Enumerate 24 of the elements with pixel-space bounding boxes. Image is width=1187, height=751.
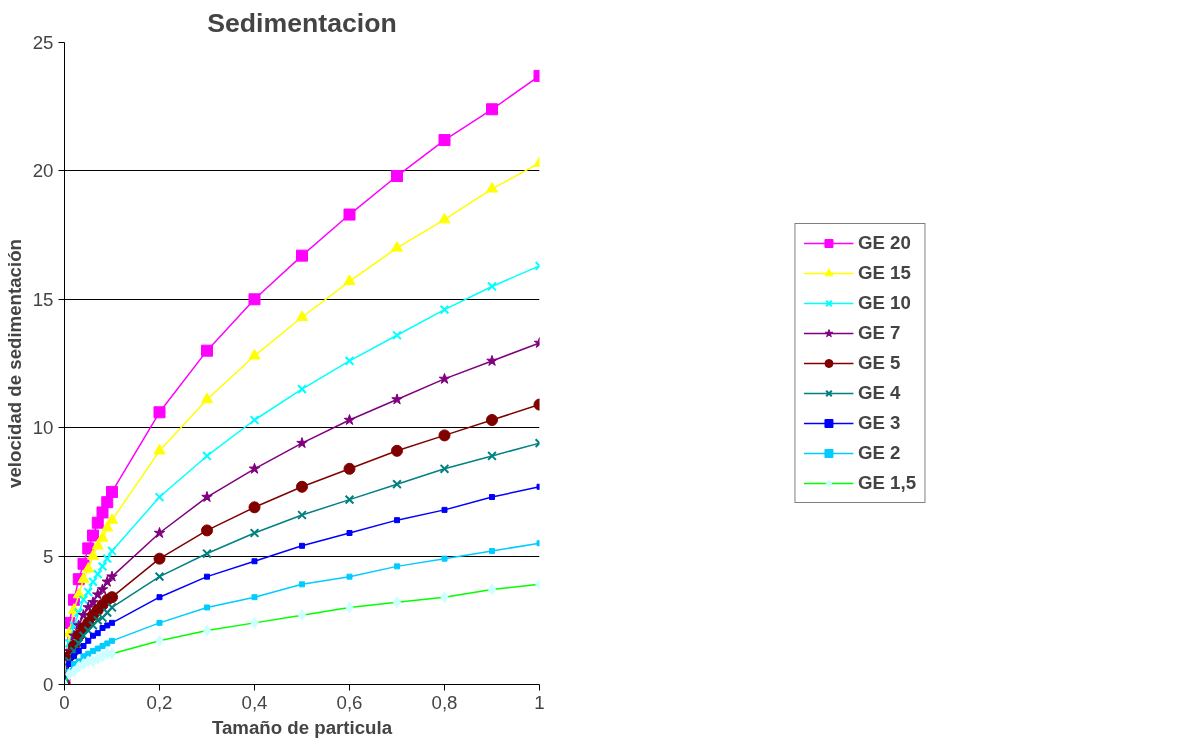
chart-title: Sedimentacion	[207, 7, 397, 38]
legend-label: GE 2	[857, 442, 901, 464]
legend-label: GE 4	[857, 382, 901, 404]
legend-label: GE 7	[857, 322, 901, 344]
x-tick-label: 0,6	[336, 691, 363, 713]
y-tick-label: 25	[32, 32, 54, 53]
y-axis-title: velocidad de sedimentación	[3, 239, 25, 488]
y-tick-label: 0	[43, 674, 54, 695]
legend-label: GE 10	[857, 292, 911, 314]
legend-label: GE 1,5	[857, 472, 917, 494]
x-tick-label: 0	[59, 691, 70, 713]
x-tick-label: 0,4	[241, 691, 268, 713]
x-axis-title: Tamaño de particula	[211, 716, 393, 738]
y-tick-label: 20	[32, 160, 54, 182]
y-tick-label: 5	[43, 545, 54, 567]
x-tick-label: 0,8	[431, 691, 458, 713]
y-tick-label: 15	[32, 288, 54, 310]
legend-label: GE 20	[857, 232, 911, 254]
legend-label: GE 15	[857, 262, 911, 284]
y-tick-label: 10	[32, 417, 54, 439]
legend-label: GE 3	[857, 412, 901, 434]
x-tick-label: 0,2	[146, 691, 173, 713]
x-tick-label: 1	[534, 691, 545, 713]
legend-label: GE 5	[857, 352, 901, 374]
